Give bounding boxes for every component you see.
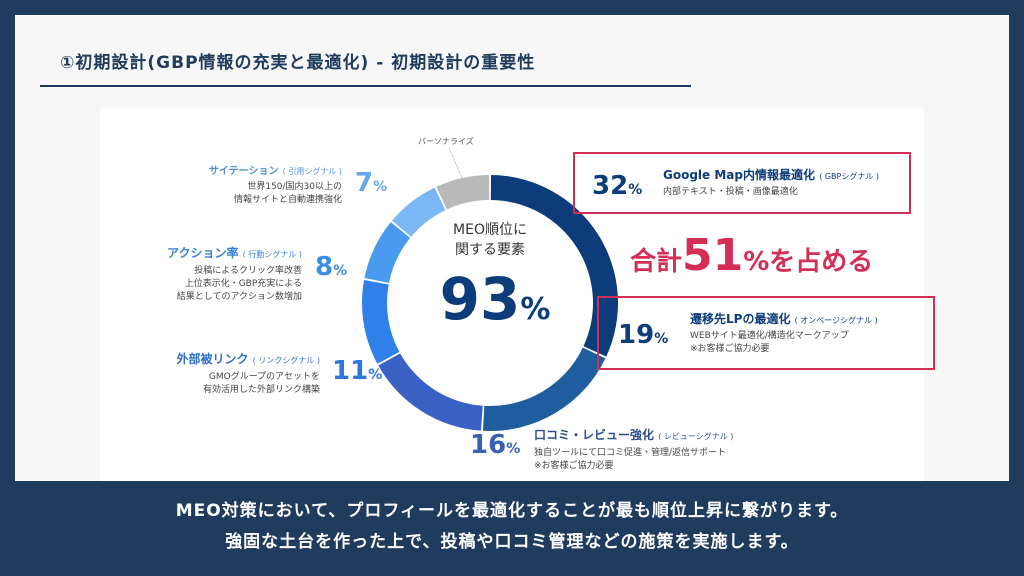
review-desc2: ※お客様ご協力必要 xyxy=(534,461,614,471)
personalize-leader-line xyxy=(448,147,463,179)
pct-action: 8% xyxy=(315,252,348,282)
link-desc2: 有効活用した外部リンク構築 xyxy=(202,385,320,395)
pct-citation: 7% xyxy=(355,168,388,198)
chart-panel: MEO順位に 関する要素 93% パーソナライズ サイテーション ( 引用シグナ… xyxy=(100,108,935,481)
label-lp: 遷移先LPの最適化 ( オンページシグナル ) WEBサイト最適化/構造化マーク… xyxy=(690,310,878,356)
review-sub: ( レビューシグナル ) xyxy=(658,432,734,441)
pct-review: 16% xyxy=(470,430,521,460)
slice-citation xyxy=(392,187,446,237)
label-review: 口コミ・レビュー強化 ( レビューシグナル ) 独自ツールにて口コミ促進・管理/… xyxy=(534,426,733,473)
pct-gbp: 32% xyxy=(592,171,643,201)
label-link: 外部被リンク ( リンクシグナル ) GMOグループのアセットを 有効活用した外… xyxy=(140,350,320,397)
center-label-line2: 関する要素 xyxy=(455,242,525,258)
slice-personalize xyxy=(436,175,490,210)
slice-gbp xyxy=(490,175,618,357)
pct-lp: 19% xyxy=(618,320,669,350)
page-title: ①初期設計(GBP情報の充実と最適化) - 初期設計の重要性 xyxy=(60,53,536,73)
footer-message: MEO対策において、プロフィールを最適化することが最も順位上昇に繋がります。 強… xyxy=(0,496,1024,558)
label-citation: サイテーション ( 引用シグナル ) 世界150/国内30以上の 情報サイトと自… xyxy=(186,162,342,207)
citation-desc2: 情報サイトと自動連携強化 xyxy=(233,195,342,205)
lp-desc2: ※お客様ご協力必要 xyxy=(690,344,770,354)
center-value-number: 93 xyxy=(439,265,521,333)
action-heading: アクション率 xyxy=(167,246,239,260)
highlight-box-gbp xyxy=(573,152,911,214)
gbp-heading: Google Map内情報最適化 xyxy=(663,168,815,182)
lp-heading: 遷移先LPの最適化 xyxy=(690,312,791,326)
label-gbp: Google Map内情報最適化 ( GBPシグナル ) 内部テキスト・投稿・画… xyxy=(663,166,879,199)
review-desc1: 独自ツールにて口コミ促進・管理/返信サポート xyxy=(534,448,727,458)
action-desc2: 上位表示化・GBP充実による xyxy=(184,279,302,289)
slice-review xyxy=(378,353,483,431)
label-personalize: パーソナライズ xyxy=(418,137,474,146)
action-sub: ( 行動シグナル ) xyxy=(242,250,302,259)
action-desc1: 投稿によるクリック率改善 xyxy=(194,266,302,276)
callout-value: 51 xyxy=(682,230,744,281)
lp-sub: ( オンページシグナル ) xyxy=(794,316,878,325)
gbp-desc: 内部テキスト・投稿・画像最適化 xyxy=(663,187,798,197)
citation-heading: サイテーション xyxy=(208,166,279,177)
link-heading: 外部被リンク xyxy=(176,352,249,366)
pct-link: 11% xyxy=(332,356,383,386)
action-desc3: 結果としてのアクション数増加 xyxy=(176,292,302,302)
title-underline xyxy=(40,85,691,87)
donut-chart xyxy=(362,147,618,432)
footer-line1: MEO対策において、プロフィールを最適化することが最も順位上昇に繋がります。 xyxy=(175,501,849,521)
total-callout: 合計51%を占める xyxy=(630,230,873,281)
center-label: MEO順位に 関する要素 xyxy=(435,220,545,260)
center-value: 93% xyxy=(430,268,560,330)
label-action: アクション率 ( 行動シグナル ) 投稿によるクリック率改善 上位表示化・GBP… xyxy=(140,244,302,304)
slice-lp xyxy=(482,347,606,432)
highlight-box-lp xyxy=(597,296,935,370)
footer-line2: 強固な土台を作った上で、投稿や口コミ管理などの施策を実施します。 xyxy=(225,532,799,552)
review-heading: 口コミ・レビュー強化 xyxy=(534,428,655,442)
lp-desc1: WEBサイト最適化/構造化マークアップ xyxy=(690,331,849,341)
gbp-sub: ( GBPシグナル ) xyxy=(819,172,880,181)
link-sub: ( リンクシグナル ) xyxy=(252,356,320,365)
center-label-line1: MEO順位に xyxy=(453,222,527,238)
link-desc1: GMOグループのアセットを xyxy=(208,372,320,382)
slice-link xyxy=(362,280,400,364)
citation-desc1: 世界150/国内30以上の xyxy=(247,182,342,192)
center-value-unit: % xyxy=(520,292,551,327)
citation-sub: ( 引用シグナル ) xyxy=(282,167,342,176)
callout-prefix: 合計 xyxy=(630,247,683,277)
slice-action xyxy=(364,222,411,283)
callout-suffix: %を占める xyxy=(743,247,874,277)
